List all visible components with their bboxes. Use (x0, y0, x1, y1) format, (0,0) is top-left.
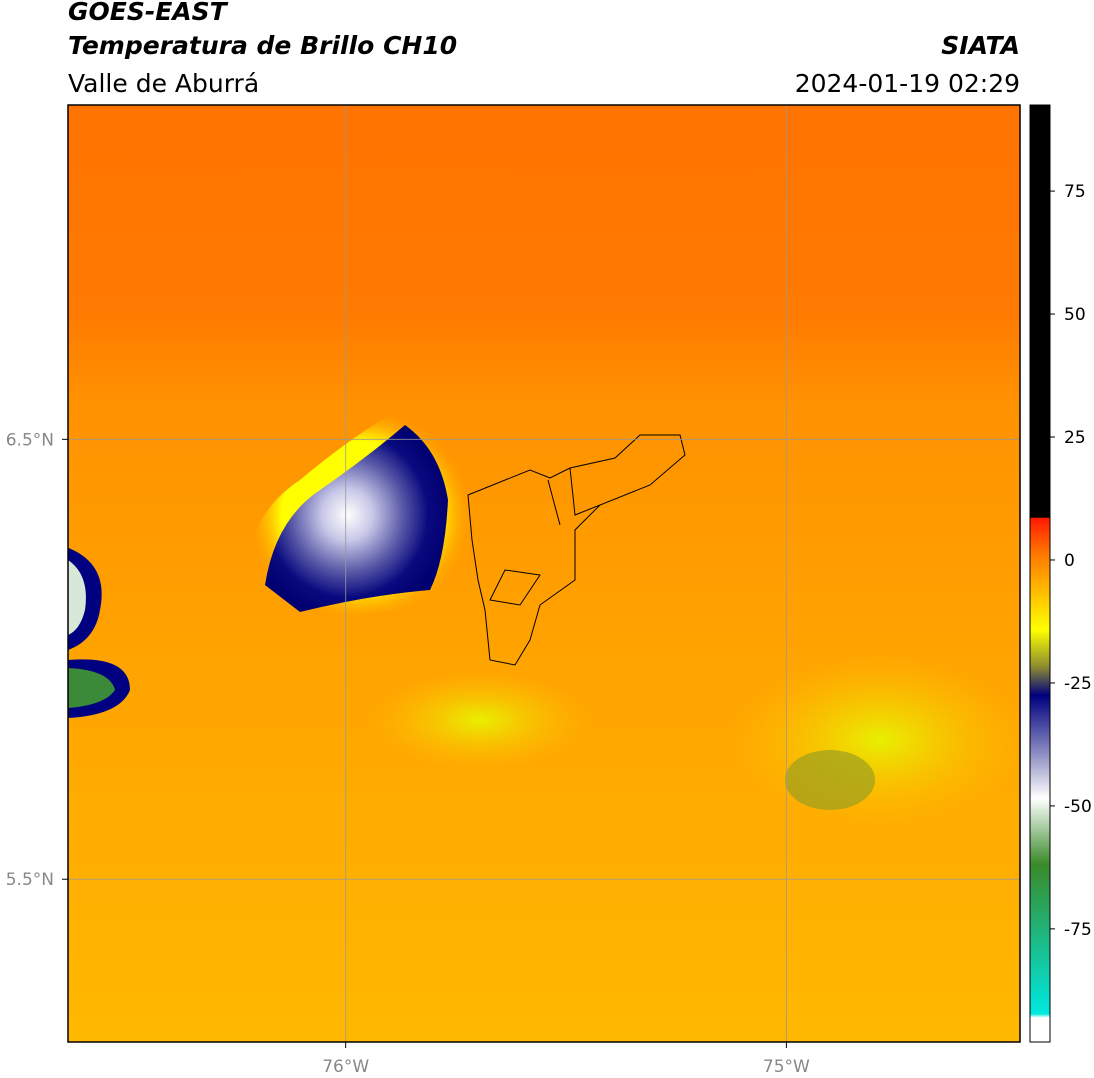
region: Valle de Aburrá (68, 69, 259, 98)
colorbar-tick-label: -50 (1064, 797, 1092, 817)
cloud-cell (785, 750, 875, 810)
map-frame (67, 104, 1021, 1043)
x-tick-label: 76°W (322, 1057, 369, 1077)
cloud-field (370, 670, 590, 770)
colorbar-tick-label: -75 (1064, 920, 1092, 940)
source: SIATA (941, 31, 1020, 60)
background (68, 105, 1020, 1042)
datetime: 2024-01-19 02:29 (795, 69, 1020, 98)
cloud-core (265, 425, 448, 612)
colorbar-tick-label: 0 (1064, 551, 1075, 571)
cloud-core (68, 668, 115, 708)
colorbar-tick-label: 25 (1064, 428, 1086, 448)
y-tick-label: 5.5°N (6, 870, 54, 890)
colorbar (1029, 104, 1051, 1043)
cloud-field (730, 650, 1020, 830)
title: GOES-EAST (68, 0, 229, 26)
imagery (68, 105, 1020, 1042)
x-tick-label: 75°W (763, 1057, 810, 1077)
municipal-boundaries (467, 434, 686, 666)
y-tick-label: 6.5°N (6, 430, 54, 450)
colorbar-tick-label: 75 (1064, 182, 1086, 202)
subtitle: Temperatura de Brillo CH10 (68, 31, 457, 60)
cloud-core (68, 560, 86, 635)
graticule (68, 105, 1020, 1042)
colorbar-tick-label: -25 (1064, 674, 1092, 694)
colorbar-tick-label: 50 (1064, 305, 1086, 325)
